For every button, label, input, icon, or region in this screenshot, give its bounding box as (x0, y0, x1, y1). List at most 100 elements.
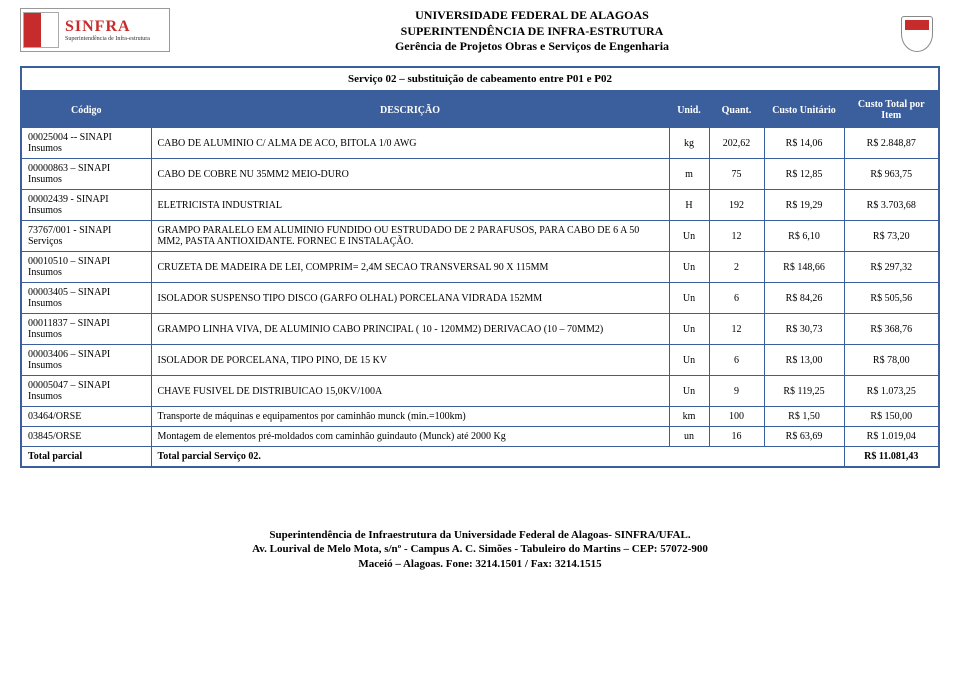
cell-quant: 2 (709, 252, 764, 283)
table-row: 00002439 - SINAPI InsumosELETRICISTA IND… (21, 190, 939, 221)
cell-total: R$ 505,56 (844, 283, 939, 314)
cell-code: 00003405 – SINAPIInsumos (21, 283, 151, 314)
document-footer: Superintendência de Infraestrutura da Un… (20, 528, 940, 571)
cell-unid: Un (669, 221, 709, 252)
cell-unit: R$ 13,00 (764, 345, 844, 376)
cell-desc: CHAVE FUSIVEL DE DISTRIBUICAO 15,0KV/100… (151, 376, 669, 407)
table-row: 73767/001 - SINAPIServiçosGRAMPO PARALEL… (21, 221, 939, 252)
cell-code: 00025004 -- SINAPIInsumos (21, 128, 151, 159)
footer-line-3: Maceió – Alagoas. Fone: 3214.1501 / Fax:… (20, 557, 940, 571)
cell-desc: ISOLADOR SUSPENSO TIPO DISCO (GARFO OLHA… (151, 283, 669, 314)
cell-unit: R$ 14,06 (764, 128, 844, 159)
col-quant: Quant. (709, 93, 764, 128)
cell-code: 00011837 – SINAPIInsumos (21, 314, 151, 345)
cell-quant: 6 (709, 345, 764, 376)
cell-total: R$ 1.073,25 (844, 376, 939, 407)
cell-quant: 192 (709, 190, 764, 221)
code-sub: Serviços (28, 236, 145, 247)
cell-total: R$ 150,00 (844, 407, 939, 427)
cell-total: R$ 78,00 (844, 345, 939, 376)
cell-total: R$ 73,20 (844, 221, 939, 252)
table-row: 00005047 – SINAPIInsumosCHAVE FUSIVEL DE… (21, 376, 939, 407)
logo-right (894, 8, 940, 60)
col-custo-unit: Custo Unitário (764, 93, 844, 128)
cell-desc: GRAMPO PARALELO EM ALUMINIO FUNDIDO OU E… (151, 221, 669, 252)
logo-left-text: SINFRA Superintendência de Infra-estrutu… (65, 18, 150, 42)
header-line-2: SUPERINTENDÊNCIA DE INFRA-ESTRUTURA (182, 24, 882, 40)
cell-desc: Montagem de elementos pré-moldados com c… (151, 427, 669, 447)
cell-code: 00000863 – SINAPIInsumos (21, 159, 151, 190)
total-label: Total parcial (21, 447, 151, 468)
code-sub: Insumos (28, 174, 145, 185)
table-row: 00003405 – SINAPIInsumosISOLADOR SUSPENS… (21, 283, 939, 314)
table-row: 00000863 – SINAPIInsumosCABO DE COBRE NU… (21, 159, 939, 190)
cell-unid: un (669, 427, 709, 447)
cost-table: Código DESCRIÇÃO Unid. Quant. Custo Unit… (20, 92, 940, 468)
cell-desc: ELETRICISTA INDUSTRIAL (151, 190, 669, 221)
cell-unid: Un (669, 314, 709, 345)
cell-unid: km (669, 407, 709, 427)
cell-unid: Un (669, 283, 709, 314)
cell-unid: H (669, 190, 709, 221)
cell-code: 00005047 – SINAPIInsumos (21, 376, 151, 407)
logo-left: SINFRA Superintendência de Infra-estrutu… (20, 8, 170, 52)
cell-desc: CRUZETA DE MADEIRA DE LEI, COMPRIM= 2,4M… (151, 252, 669, 283)
col-descricao: DESCRIÇÃO (151, 93, 669, 128)
cell-quant: 100 (709, 407, 764, 427)
logo-left-title: SINFRA (65, 18, 150, 36)
table-row: 00011837 – SINAPIInsumosGRAMPO LINHA VIV… (21, 314, 939, 345)
cell-unit: R$ 119,25 (764, 376, 844, 407)
cell-total: R$ 2.848,87 (844, 128, 939, 159)
cell-unid: Un (669, 252, 709, 283)
cell-desc: Transporte de máquinas e equipamentos po… (151, 407, 669, 427)
table-head: Código DESCRIÇÃO Unid. Quant. Custo Unit… (21, 93, 939, 128)
cell-quant: 12 (709, 314, 764, 345)
cell-unid: m (669, 159, 709, 190)
cell-unid: kg (669, 128, 709, 159)
header-center: UNIVERSIDADE FEDERAL DE ALAGOAS SUPERINT… (182, 8, 882, 55)
cell-unit: R$ 6,10 (764, 221, 844, 252)
code-sub: Insumos (28, 143, 145, 154)
cell-code: 73767/001 - SINAPIServiços (21, 221, 151, 252)
header-line-1: UNIVERSIDADE FEDERAL DE ALAGOAS (182, 8, 882, 24)
table-row: 03845/ORSEMontagem de elementos pré-mold… (21, 427, 939, 447)
cell-unit: R$ 63,69 (764, 427, 844, 447)
cell-code: 00003406 – SINAPIInsumos (21, 345, 151, 376)
cell-unit: R$ 1,50 (764, 407, 844, 427)
table-row: 03464/ORSETransporte de máquinas e equip… (21, 407, 939, 427)
footer-line-1: Superintendência de Infraestrutura da Un… (20, 528, 940, 542)
cell-quant: 6 (709, 283, 764, 314)
cell-quant: 9 (709, 376, 764, 407)
table-row: 00003406 – SINAPIInsumosISOLADOR DE PORC… (21, 345, 939, 376)
cell-quant: 16 (709, 427, 764, 447)
cell-code: 03464/ORSE (21, 407, 151, 427)
cell-desc: GRAMPO LINHA VIVA, DE ALUMINIO CABO PRIN… (151, 314, 669, 345)
footer-line-2: Av. Lourival de Melo Mota, s/nº - Campus… (20, 542, 940, 556)
cell-quant: 12 (709, 221, 764, 252)
cell-unid: Un (669, 376, 709, 407)
cell-desc: CABO DE COBRE NU 35MM2 MEIO-DURO (151, 159, 669, 190)
cell-total: R$ 963,75 (844, 159, 939, 190)
cell-unit: R$ 84,26 (764, 283, 844, 314)
cell-code: 00002439 - SINAPI Insumos (21, 190, 151, 221)
header-line-3: Gerência de Projetos Obras e Serviços de… (182, 39, 882, 55)
cell-quant: 75 (709, 159, 764, 190)
code-sub: Insumos (28, 391, 145, 402)
cell-total: R$ 1.019,04 (844, 427, 939, 447)
logo-left-subtitle: Superintendência de Infra-estrutura (65, 36, 150, 43)
code-sub: Insumos (28, 329, 145, 340)
cell-unit: R$ 19,29 (764, 190, 844, 221)
shield-icon (901, 16, 933, 52)
table-total-row: Total parcialTotal parcial Serviço 02.R$… (21, 447, 939, 468)
cell-code: 00010510 – SINAPIInsumos (21, 252, 151, 283)
code-sub: Insumos (28, 360, 145, 371)
cell-code: 03845/ORSE (21, 427, 151, 447)
code-sub: Insumos (28, 298, 145, 309)
cell-desc: ISOLADOR DE PORCELANA, TIPO PINO, DE 15 … (151, 345, 669, 376)
code-sub: Insumos (28, 267, 145, 278)
total-desc: Total parcial Serviço 02. (151, 447, 844, 468)
cell-desc: CABO DE ALUMINIO C/ ALMA DE ACO, BITOLA … (151, 128, 669, 159)
cell-total: R$ 368,76 (844, 314, 939, 345)
cell-unid: Un (669, 345, 709, 376)
total-value: R$ 11.081,43 (844, 447, 939, 468)
